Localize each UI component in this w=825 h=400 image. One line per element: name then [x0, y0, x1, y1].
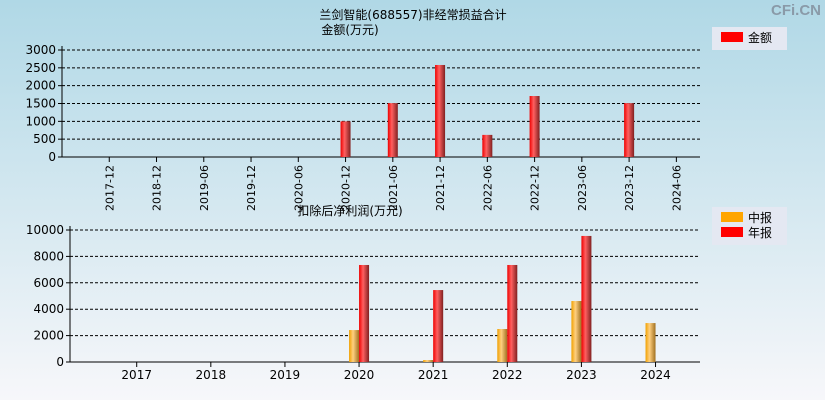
- y-tick-label: 4000: [33, 302, 64, 316]
- bar: [340, 121, 351, 157]
- x-tick-label: 2020: [344, 368, 375, 382]
- bar: [624, 103, 635, 157]
- x-tick-label: 2019-06: [198, 165, 211, 211]
- x-tick-label: 2023-06: [576, 165, 589, 211]
- bar: [482, 134, 493, 157]
- y-tick-label: 0: [56, 355, 64, 369]
- x-tick-label: 2023: [566, 368, 597, 382]
- bar: [497, 329, 508, 362]
- bar: [571, 301, 582, 362]
- y-tick-label: 0: [48, 150, 56, 164]
- bar: [529, 96, 540, 157]
- x-tick-label: 2024: [640, 368, 671, 382]
- x-tick-label: 2019: [270, 368, 301, 382]
- bar: [433, 290, 444, 362]
- bar: [423, 360, 434, 362]
- watermark: CFi.CN: [771, 2, 821, 19]
- x-tick-label: 2019-12: [245, 165, 258, 211]
- y-tick-label: 2000: [25, 79, 56, 93]
- y-tick-label: 2000: [33, 329, 64, 343]
- chart-title: 扣除后净利润(万元): [297, 203, 402, 218]
- y-tick-label: 1000: [25, 114, 56, 128]
- x-tick-label: 2020-12: [340, 165, 353, 211]
- y-tick-label: 3000: [25, 43, 56, 57]
- x-tick-label: 2018-12: [151, 165, 164, 211]
- x-tick-label: 2021: [418, 368, 449, 382]
- y-tick-label: 6000: [33, 276, 64, 290]
- bar: [507, 264, 518, 362]
- bar: [359, 264, 370, 362]
- y-tick-label: 2500: [25, 61, 56, 75]
- y-tick-label: 1500: [25, 97, 56, 111]
- x-tick-label: 2018: [196, 368, 227, 382]
- chart-title: 兰剑智能(688557)非经常损益合计: [319, 7, 506, 22]
- y-axis-label: 金额(万元): [321, 22, 378, 37]
- legend-swatch: [721, 227, 743, 237]
- x-tick-label: 2024-06: [670, 165, 683, 211]
- bar: [435, 64, 446, 157]
- bar: [387, 103, 398, 157]
- y-tick-label: 10000: [26, 223, 64, 237]
- x-tick-label: 2022-12: [529, 165, 542, 211]
- x-tick-label: 2023-12: [623, 165, 636, 211]
- bar: [349, 330, 360, 362]
- y-tick-label: 500: [33, 132, 56, 146]
- legend-swatch: [721, 32, 743, 42]
- legend-label: 金额: [748, 30, 772, 45]
- x-tick-label: 2021-12: [434, 165, 447, 211]
- x-tick-label: 2017: [121, 368, 152, 382]
- x-tick-label: 2017-12: [103, 165, 116, 211]
- x-tick-label: 2022-06: [481, 165, 494, 211]
- legend-label: 年报: [748, 225, 772, 240]
- x-tick-label: 2022: [492, 368, 523, 382]
- x-tick-label: 2021-06: [387, 165, 400, 211]
- y-tick-label: 8000: [33, 249, 64, 263]
- legend-swatch: [721, 212, 743, 222]
- bar: [581, 235, 592, 362]
- x-tick-label: 2020-06: [292, 165, 305, 211]
- bar: [645, 323, 656, 362]
- legend-label: 中报: [748, 210, 772, 225]
